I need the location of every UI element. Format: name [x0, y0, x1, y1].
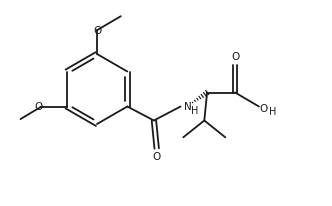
Text: H: H [269, 107, 277, 117]
Text: O: O [153, 152, 161, 162]
Text: O: O [93, 26, 101, 36]
Text: H: H [191, 105, 198, 115]
Text: O: O [35, 102, 42, 112]
Text: O: O [231, 52, 239, 62]
Text: O: O [260, 103, 268, 113]
Text: N: N [184, 101, 191, 111]
